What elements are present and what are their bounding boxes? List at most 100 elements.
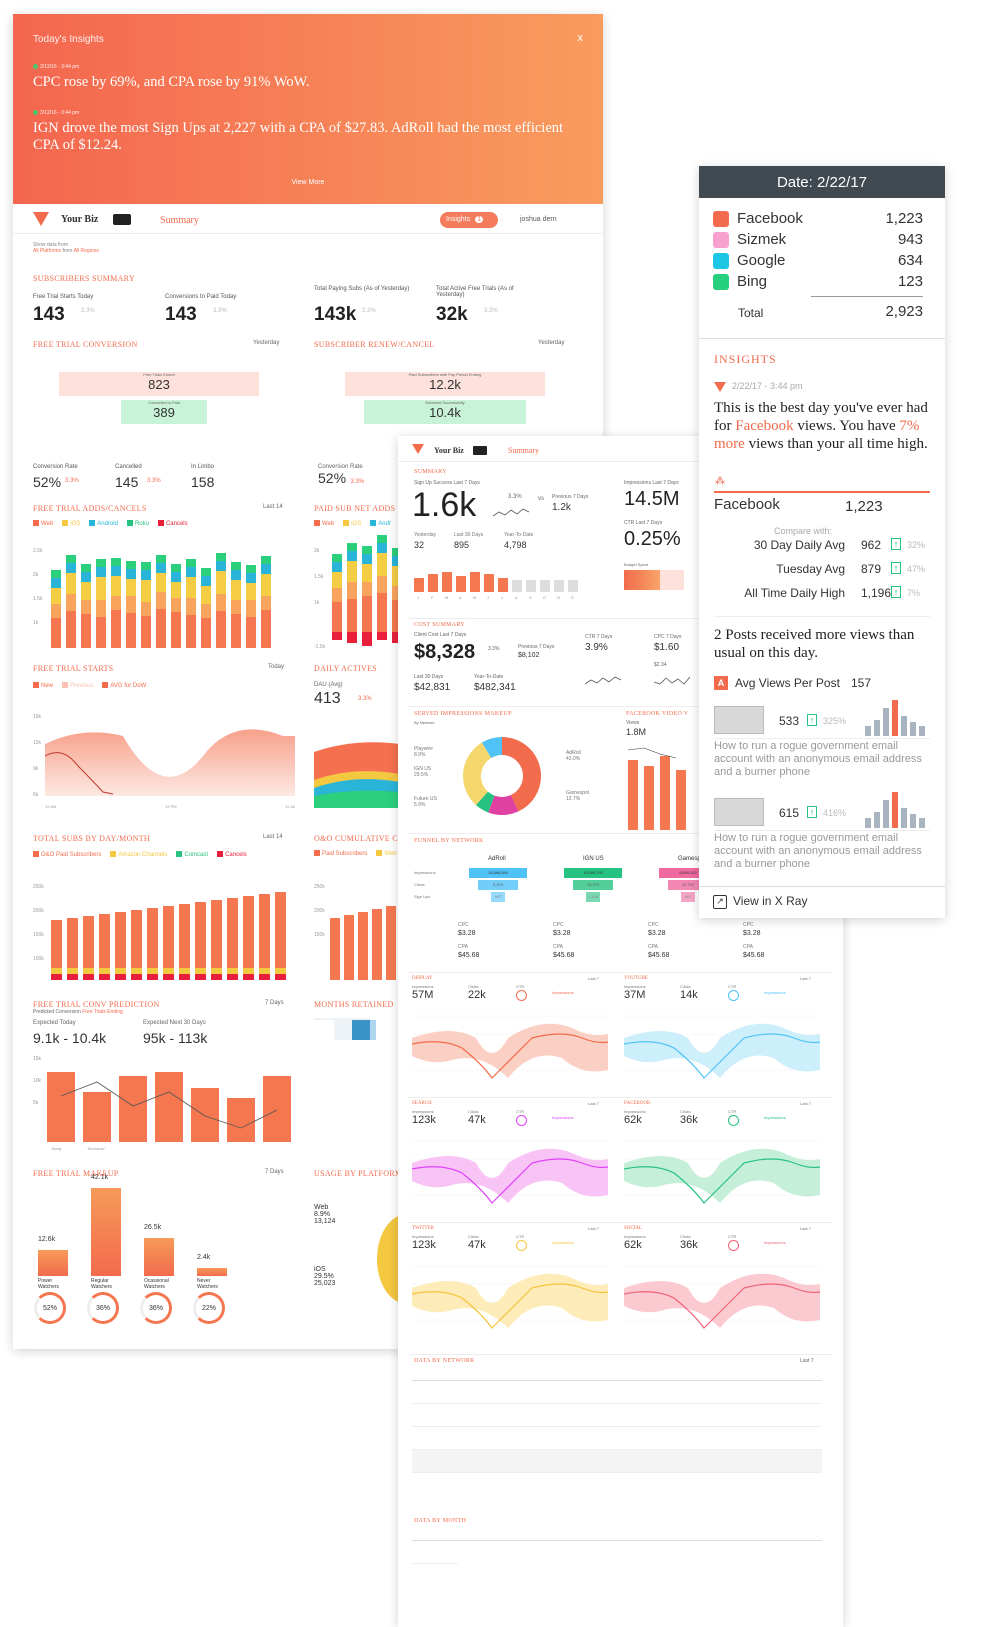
kpi-value: 32k bbox=[436, 304, 468, 325]
ftcp-period[interactable]: 7 Days bbox=[265, 1000, 284, 1006]
close-icon[interactable]: x bbox=[577, 32, 584, 44]
ftm-period[interactable]: 7 Days bbox=[265, 1169, 284, 1175]
funnel-step: 947 bbox=[491, 892, 505, 902]
col-header[interactable] bbox=[412, 1532, 458, 1541]
ftc-bot-box: Converted to Paid 389 bbox=[121, 400, 207, 424]
axis-tick: 1k bbox=[314, 600, 320, 606]
mini-legend: Impressions bbox=[552, 990, 574, 995]
table-row bbox=[314, 1038, 376, 1040]
nav-summary[interactable]: Summary bbox=[160, 215, 199, 226]
tsdm-bar-cancel bbox=[163, 974, 174, 980]
prediction-bar bbox=[119, 1076, 147, 1142]
cpc-sparkline bbox=[654, 676, 690, 685]
tsdm-bar-amazon bbox=[115, 968, 126, 974]
ctr-value: 0.25% bbox=[624, 528, 681, 550]
col-header[interactable] bbox=[730, 1532, 777, 1541]
stacked-bar-segment bbox=[141, 580, 151, 602]
card-icon[interactable] bbox=[473, 446, 487, 455]
month-bar bbox=[568, 580, 578, 592]
col-header[interactable] bbox=[776, 1372, 822, 1381]
cc-label: Client Cost Last 7 Days bbox=[414, 632, 467, 638]
tsdm-period[interactable]: Last 14 bbox=[263, 834, 283, 840]
col-header[interactable] bbox=[457, 1532, 504, 1541]
legend-swatch bbox=[33, 682, 39, 688]
platforms-filter[interactable]: All Platforms bbox=[33, 248, 62, 254]
user-name[interactable]: joshua dern bbox=[520, 216, 557, 223]
ftc-bot-label: Converted to Paid bbox=[147, 400, 181, 405]
col-header[interactable] bbox=[548, 1532, 595, 1541]
mini-area bbox=[412, 1273, 608, 1328]
post-thumbnail bbox=[714, 706, 764, 734]
col-header[interactable] bbox=[685, 1372, 731, 1381]
ftm-bar-value: 12.6k bbox=[38, 1236, 56, 1243]
row-a bbox=[352, 1032, 370, 1034]
stacked-bar-segment bbox=[201, 568, 211, 576]
view-more-link[interactable]: View More bbox=[291, 179, 325, 186]
col-header[interactable] bbox=[594, 1372, 640, 1381]
mini-imp-label: Impressions bbox=[412, 984, 434, 989]
mini-divider bbox=[620, 1222, 832, 1223]
month-label: J bbox=[417, 595, 419, 600]
row-date bbox=[314, 1038, 334, 1040]
source-name: Google bbox=[737, 251, 786, 269]
ftc-period[interactable]: Yesterday bbox=[253, 340, 280, 346]
col-header[interactable] bbox=[503, 1372, 549, 1381]
source-row: Bing 123 bbox=[713, 271, 923, 292]
mini-imp: 123k bbox=[412, 1114, 436, 1126]
funnel-step: 667 bbox=[681, 892, 695, 902]
dbn-period[interactable]: Last 7 bbox=[800, 1358, 814, 1364]
mini-period: Last 7 bbox=[800, 976, 811, 981]
ftm-ring-pct: 36% bbox=[95, 1304, 110, 1312]
legend-label: Web bbox=[384, 850, 397, 857]
fts-period[interactable]: Today bbox=[268, 664, 285, 670]
col-header[interactable] bbox=[730, 1372, 777, 1381]
col-header[interactable] bbox=[639, 1532, 686, 1541]
col-header[interactable] bbox=[503, 1532, 549, 1541]
mini-clicks-label: Clicks bbox=[468, 1234, 479, 1239]
legend-item: Amazon Channels bbox=[110, 851, 167, 858]
mini-period: Last 7 bbox=[800, 1226, 811, 1231]
stacked-bar-segment bbox=[141, 616, 151, 648]
stacked-bar-segment bbox=[377, 576, 387, 593]
col-header[interactable] bbox=[685, 1532, 731, 1541]
date-header: Date: 2/22/17 bbox=[699, 166, 945, 198]
src-period[interactable]: Yesterday bbox=[538, 340, 565, 346]
tsdm-bar bbox=[67, 918, 78, 968]
ftcp-today-value: 9.1k - 10.4k bbox=[33, 1030, 107, 1046]
legend-label: New bbox=[41, 682, 54, 689]
mini-area-chart bbox=[624, 1140, 820, 1204]
month-bar bbox=[498, 578, 508, 592]
stacked-bar-segment bbox=[392, 586, 402, 600]
regions-filter[interactable]: All Regions bbox=[73, 248, 99, 254]
stacked-bar-segment bbox=[51, 578, 61, 588]
table-cell bbox=[503, 1403, 549, 1427]
col-header[interactable] bbox=[594, 1532, 640, 1541]
fbv-views-label: Views bbox=[626, 720, 640, 726]
col-header[interactable] bbox=[457, 1372, 504, 1381]
funnel-network: AdRoll bbox=[488, 856, 506, 862]
fta-period[interactable]: Last 14 bbox=[263, 504, 283, 510]
row-b bbox=[370, 1032, 376, 1034]
col-header[interactable] bbox=[776, 1532, 822, 1541]
month-label: D bbox=[571, 595, 574, 600]
card-icon[interactable] bbox=[113, 214, 131, 225]
col-header[interactable] bbox=[412, 1372, 458, 1381]
p2-summary[interactable]: Summary bbox=[508, 446, 540, 455]
msg-part-a: This is the best day you've ever had for bbox=[714, 400, 928, 434]
mini-area bbox=[624, 1148, 820, 1203]
su-value: 1.6k bbox=[412, 486, 477, 524]
xray-link[interactable]: ↗ View in X Ray bbox=[713, 894, 807, 909]
col-header[interactable] bbox=[639, 1372, 686, 1381]
su-sparkline bbox=[493, 508, 529, 517]
insights-button[interactable]: Insights 1 bbox=[440, 212, 498, 228]
mini-imp-label: Impressions bbox=[412, 1109, 434, 1114]
stacked-bar-segment bbox=[362, 546, 372, 554]
mini-title: DISPLAY bbox=[412, 976, 433, 981]
ubp-ios-val: 25,023 bbox=[314, 1280, 336, 1287]
compare-value: 879 bbox=[861, 562, 882, 576]
cpc-prev: $2.34 bbox=[654, 662, 667, 668]
compare-label: 30 Day Daily Avg bbox=[753, 538, 845, 552]
col-header[interactable] bbox=[548, 1372, 595, 1381]
donut-label: IGN US 29.5% bbox=[414, 766, 431, 778]
month-bar bbox=[484, 574, 494, 592]
